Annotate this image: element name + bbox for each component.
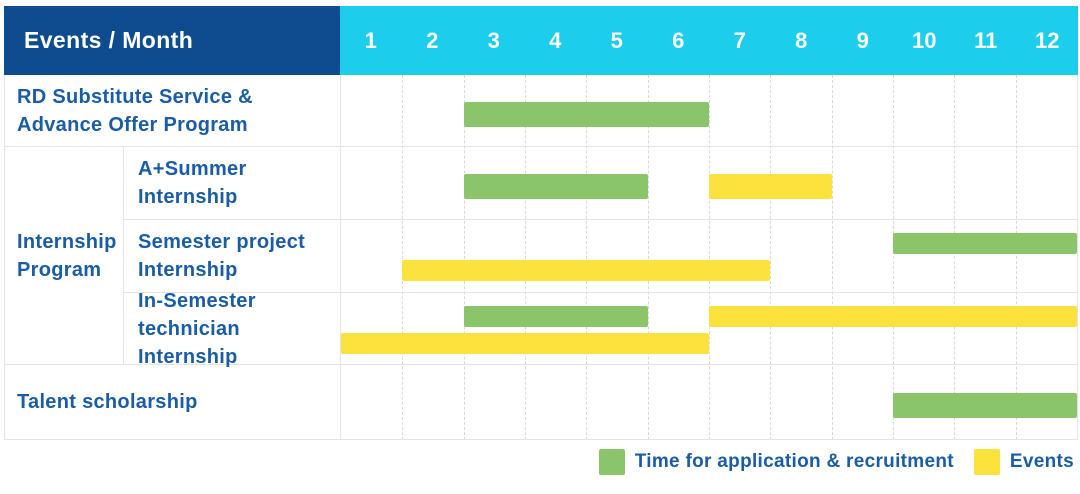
- gantt-table: Events / Month 1 2 3 4 5 6 7 8 9 10 11 12 RD Substi…: [4, 6, 1078, 440]
- gantt-row: [341, 220, 1077, 293]
- month-gridline: [831, 75, 833, 440]
- gantt-bar-green: [893, 233, 1077, 254]
- row-label: Talent scholarship: [5, 365, 340, 440]
- month-header-cell: 10: [912, 27, 937, 53]
- month-gridline: [525, 75, 526, 440]
- month-gridline: [463, 75, 465, 440]
- row-label-column: RD Substitute Service & Advance Offer Pr…: [5, 75, 340, 440]
- legend-label-events: Events: [1009, 451, 1074, 472]
- gantt-bar-yellow: [402, 260, 771, 281]
- gantt-bars-area: [340, 75, 1077, 440]
- month-header-cell: 1: [364, 27, 377, 53]
- row-sublabel: A+Summer Internship: [124, 147, 340, 220]
- legend-item-application: Time for application & recruitment: [598, 449, 954, 475]
- header-months-cell: 1 2 3 4 5 6 7 8 9 10 11 12: [340, 6, 1078, 75]
- row-sublabel: In-Semester technician Internship: [124, 290, 340, 368]
- gantt-row: [341, 75, 1077, 147]
- events-month-label: Events / Month: [24, 27, 194, 53]
- gantt-bar-green: [463, 102, 709, 127]
- legend-item-events: Events: [973, 449, 1074, 475]
- month-header-cell: 9: [856, 27, 869, 53]
- month-header-cell: 5: [610, 27, 623, 53]
- month-header-cell: 12: [1035, 27, 1060, 53]
- month-header-cell: 8: [795, 27, 808, 53]
- gantt-bar-green: [893, 393, 1077, 418]
- gantt-row: [341, 293, 1077, 365]
- gantt-row: [341, 147, 1077, 220]
- month-header-cell: 4: [549, 27, 562, 53]
- gantt-bar-yellow: [709, 174, 832, 199]
- gantt-row: [341, 365, 1077, 440]
- month-gridline: [893, 75, 894, 440]
- month-header-cell: 7: [733, 27, 746, 53]
- legend-label-application: Time for application & recruitment: [634, 451, 954, 472]
- legend-swatch-green: [598, 449, 625, 475]
- month-gridline: [954, 75, 956, 440]
- gantt-bar-yellow: [709, 306, 1077, 327]
- month-gridline: [770, 75, 772, 440]
- month-header-cell: 2: [426, 27, 439, 53]
- group-label-internship-program: Internship Program: [5, 147, 124, 365]
- month-gridline: [647, 75, 649, 440]
- month-header-cell: 6: [672, 27, 685, 53]
- month-header-cell: 11: [974, 27, 998, 53]
- month-gridline: [709, 75, 710, 440]
- gantt-bar-yellow: [341, 333, 709, 354]
- gantt-bar-green: [463, 306, 648, 327]
- gantt-bar-green: [463, 174, 648, 199]
- legend-swatch-yellow: [973, 449, 1000, 475]
- month-header-cell: 3: [487, 27, 500, 53]
- table-body: RD Substitute Service & Advance Offer Pr…: [4, 75, 1078, 440]
- month-gridline: [402, 75, 404, 440]
- row-label: RD Substitute Service & Advance Offer Pr…: [5, 75, 340, 147]
- month-gridline: [1015, 75, 1017, 440]
- table-header-row: Events / Month 1 2 3 4 5 6 7 8 9 10 11 12: [4, 6, 1078, 75]
- legend: Time for application & recruitment Event…: [598, 449, 1074, 475]
- month-gridline: [586, 75, 588, 440]
- header-events-month-cell: Events / Month: [4, 6, 340, 75]
- row-sublabel: Semester project Internship: [124, 220, 340, 293]
